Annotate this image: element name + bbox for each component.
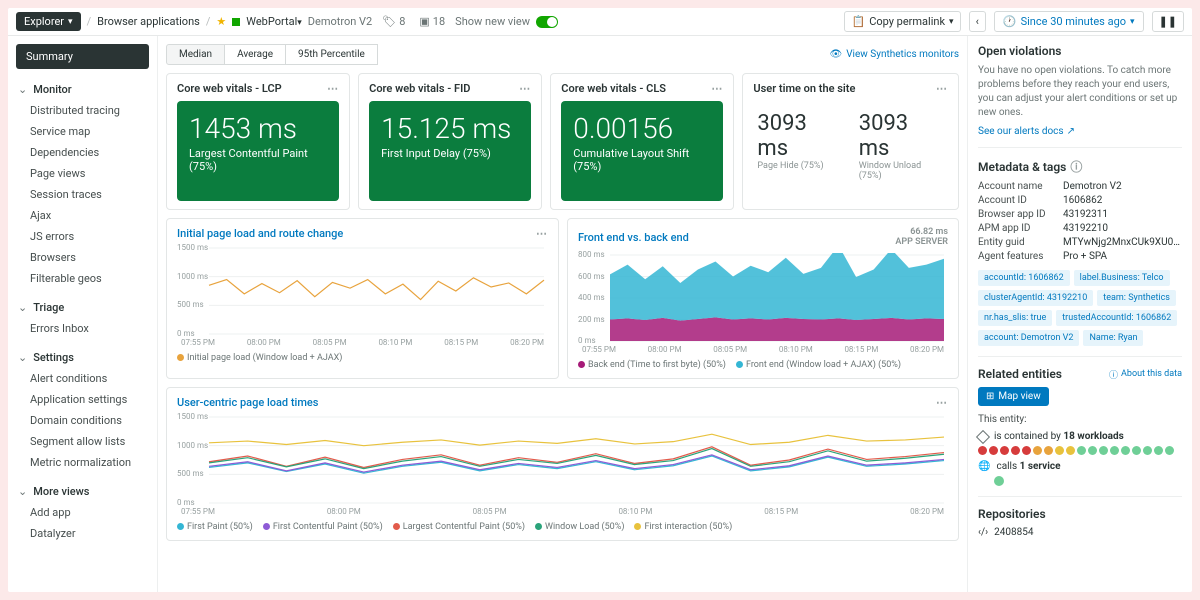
map-view-button[interactable]: ⊞ Map view <box>978 387 1049 406</box>
window-unload-value: 3093 ms <box>859 111 944 161</box>
prev-button[interactable]: ‹ <box>969 11 986 32</box>
nav-item[interactable]: Datalyzer <box>8 523 157 544</box>
nav-item[interactable]: Segment allow lists <box>8 431 157 452</box>
card-menu-icon[interactable]: ⋯ <box>936 82 948 95</box>
chart-initial-load: Initial page load and route change⋯ 0 ms… <box>166 218 559 379</box>
nav-item[interactable]: Errors Inbox <box>8 318 157 339</box>
pause-button[interactable]: ❚❚ <box>1152 11 1184 32</box>
about-data-link[interactable]: ⓘ About this data <box>1109 368 1182 381</box>
nav-item[interactable]: Distributed tracing <box>8 100 157 121</box>
card-menu-icon[interactable]: ⋯ <box>711 82 723 95</box>
metadata-tag[interactable]: team: Synthetics <box>1097 290 1176 306</box>
metadata-header: Metadata & tags ⓘ <box>978 158 1182 175</box>
star-icon[interactable]: ★ <box>216 15 226 28</box>
badge-count[interactable]: ▣ 18 <box>415 14 449 29</box>
nav-header-settings[interactable]: Settings <box>8 347 157 368</box>
sidebar: Summary Monitor Distributed tracingServi… <box>8 36 158 592</box>
nav-item[interactable]: Page views <box>8 163 157 184</box>
seg-median[interactable]: Median <box>166 44 225 65</box>
nav-item[interactable]: Session traces <box>8 184 157 205</box>
card-menu-icon[interactable]: ⋯ <box>327 82 339 95</box>
related-header: Related entities <box>978 367 1062 381</box>
nav-item[interactable]: Service map <box>8 121 157 142</box>
entity-name: Demotron V2 <box>308 15 372 28</box>
nav-item[interactable]: Application settings <box>8 389 157 410</box>
repos-header: Repositories <box>978 507 1182 521</box>
status-square-icon <box>232 18 240 26</box>
seg-average[interactable]: Average <box>225 44 286 65</box>
nav-item[interactable]: Dependencies <box>8 142 157 163</box>
right-panel: Open violations You have no open violati… <box>967 36 1192 592</box>
globe-icon: 🌐 <box>978 461 990 472</box>
show-new-toggle[interactable] <box>536 16 558 28</box>
alerts-docs-link[interactable]: See our alerts docs ↗ <box>978 126 1075 137</box>
nav-item[interactable]: Browsers <box>8 247 157 268</box>
nav-item[interactable]: Ajax <box>8 205 157 226</box>
card-title: User time on the site <box>753 82 855 95</box>
metadata-tag[interactable]: Name: Ryan <box>1083 330 1143 346</box>
show-new-label: Show new view <box>455 15 530 28</box>
breadcrumb-browser-apps[interactable]: Browser applications <box>97 15 200 28</box>
synthetics-link[interactable]: 👁 View Synthetics monitors <box>829 49 959 60</box>
card-cwv: Core web vitals - FID⋯ 15.125 msFirst In… <box>358 73 542 210</box>
metadata-tag[interactable]: account: Demotron V2 <box>978 330 1079 346</box>
nav-item[interactable]: Add app <box>8 502 157 523</box>
sidebar-summary[interactable]: Summary <box>16 44 149 69</box>
metadata-tag[interactable]: trustedAccountId: 1606862 <box>1056 310 1177 326</box>
nav-header-monitor[interactable]: Monitor <box>8 79 157 100</box>
card-menu-icon[interactable]: ⋯ <box>536 227 548 240</box>
nav-item[interactable]: Filterable geos <box>8 268 157 289</box>
app-dropdown[interactable]: WebPortal <box>246 15 302 28</box>
nav-item[interactable]: Alert conditions <box>8 368 157 389</box>
chart-user-centric: User-centric page load times⋯ 0 ms500 ms… <box>166 387 959 541</box>
hexagon-icon <box>976 429 990 443</box>
metadata-tag[interactable]: accountId: 1606862 <box>978 270 1070 286</box>
code-icon: ‹/› <box>978 527 988 538</box>
nav-item[interactable]: Domain conditions <box>8 410 157 431</box>
tag-count[interactable]: 🏷 8 <box>378 14 409 29</box>
card-user-time: User time on the site⋯ 3093 msPage Hide … <box>742 73 959 210</box>
explorer-dropdown[interactable]: Explorer <box>16 12 81 31</box>
metadata-tag[interactable]: label.Business: Telco <box>1074 270 1170 286</box>
metadata-tag[interactable]: clusterAgentId: 43192210 <box>978 290 1093 306</box>
service-dot <box>994 476 1004 486</box>
card-cwv: Core web vitals - LCP⋯ 1453 msLargest Co… <box>166 73 350 210</box>
page-hide-value: 3093 ms <box>757 111 840 161</box>
nav-item[interactable]: JS errors <box>8 226 157 247</box>
nav-header-more[interactable]: More views <box>8 481 157 502</box>
seg-p95[interactable]: 95th Percentile <box>286 44 378 65</box>
chart-fe-be: Front end vs. back end 66.82 msAPP SERVE… <box>567 218 959 379</box>
top-bar: Explorer / Browser applications / ★ WebP… <box>8 8 1192 36</box>
card-cwv: Core web vitals - CLS⋯ 0.00156Cumulative… <box>550 73 734 210</box>
card-menu-icon[interactable]: ⋯ <box>936 396 948 409</box>
violations-header: Open violations <box>978 44 1182 58</box>
card-menu-icon[interactable]: ⋯ <box>519 82 531 95</box>
time-picker[interactable]: 🕐 Since 30 minutes ago <box>994 11 1144 32</box>
metadata-tag[interactable]: nr.has_slis: true <box>978 310 1052 326</box>
nav-header-triage[interactable]: Triage <box>8 297 157 318</box>
nav-item[interactable]: Metric normalization <box>8 452 157 473</box>
copy-permalink-button[interactable]: 📋 Copy permalink <box>844 11 960 32</box>
